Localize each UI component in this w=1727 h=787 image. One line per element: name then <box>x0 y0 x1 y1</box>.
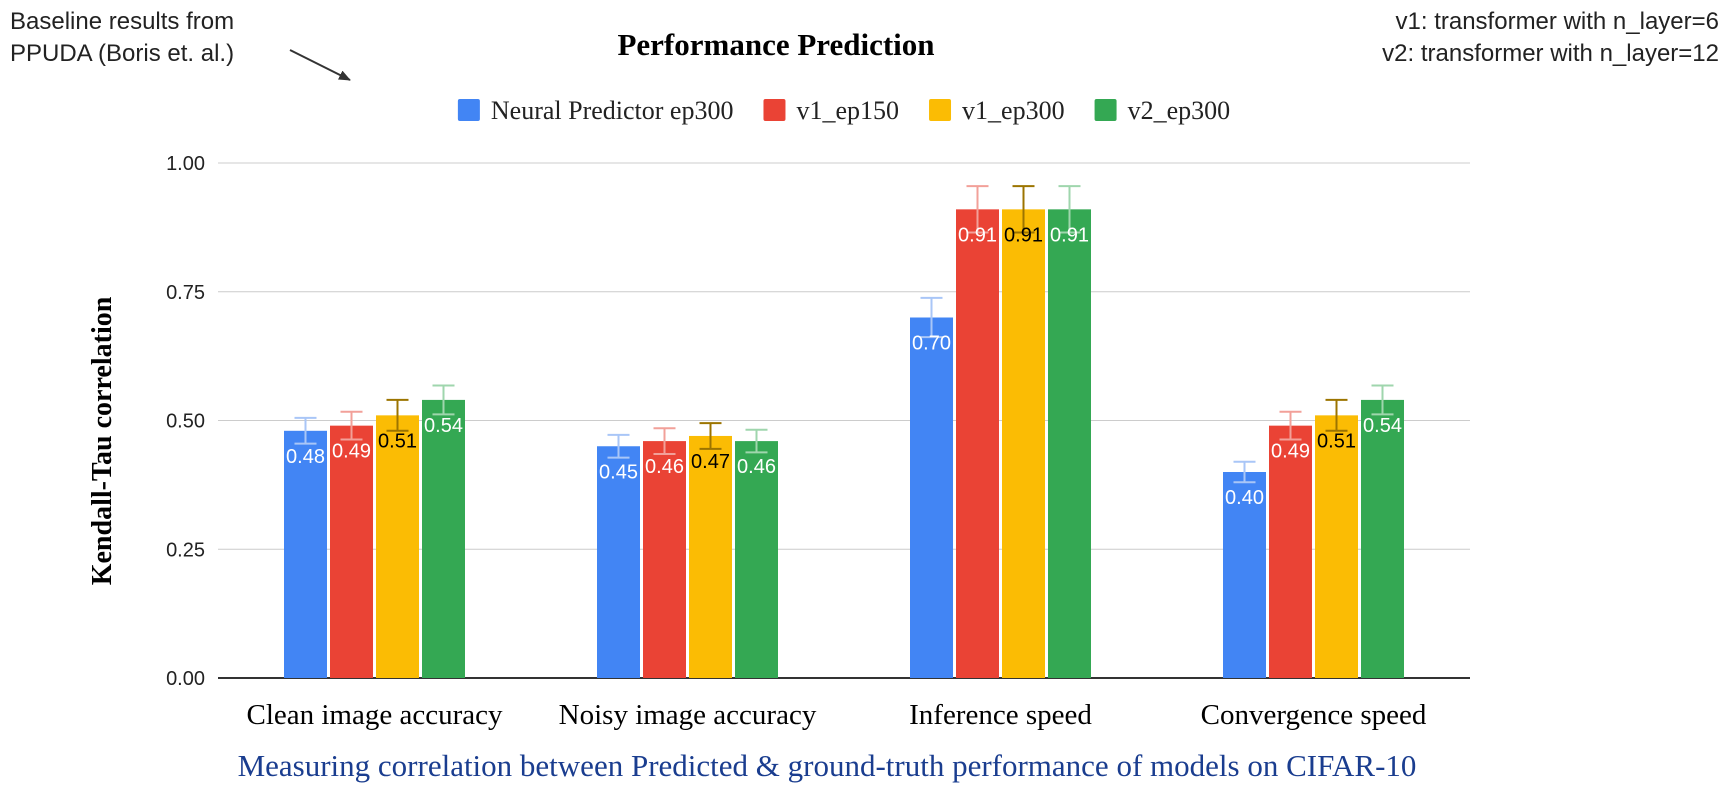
bar <box>735 441 778 678</box>
legend-swatch <box>929 99 952 121</box>
version-note-v2: v2: transformer with n_layer=12 <box>1382 40 1719 67</box>
bar <box>956 209 999 678</box>
y-tick-label: 0.00 <box>166 668 205 690</box>
bar <box>1048 209 1091 678</box>
data-label: 0.46 <box>645 456 684 478</box>
legend-swatch <box>457 99 480 121</box>
legend-label: v2_ep300 <box>1128 96 1231 125</box>
legend-label: v1_ep150 <box>796 96 899 125</box>
data-label: 0.70 <box>912 333 951 355</box>
bar <box>1269 425 1312 678</box>
bar <box>643 441 686 678</box>
legend-item: v1_ep300 <box>929 96 1065 125</box>
legend-item: v1_ep150 <box>763 96 899 125</box>
legend-swatch <box>1094 99 1117 121</box>
x-category-label: Inference speed <box>909 699 1092 731</box>
y-axis-ticks: 0.00 0.25 0.50 0.75 1.00 <box>166 153 205 690</box>
chart-title: Performance Prediction <box>617 27 934 62</box>
y-axis-label: Kendall-Tau correlation <box>87 296 118 585</box>
bar <box>1315 415 1358 678</box>
version-note-v1: v1: transformer with n_layer=6 <box>1396 8 1719 35</box>
y-tick-label: 0.75 <box>166 282 205 304</box>
x-category-label: Clean image accuracy <box>246 699 503 731</box>
data-label: 0.91 <box>1004 224 1043 246</box>
legend-swatch <box>763 99 786 121</box>
data-label: 0.91 <box>958 224 997 246</box>
bar <box>284 430 327 678</box>
bar <box>376 415 419 678</box>
data-labels: 0.48 0.49 0.51 0.54 0.45 0.46 0.47 0.46 0.70 0.91… <box>286 224 1402 509</box>
bar <box>422 399 465 678</box>
error-bars <box>294 185 1394 484</box>
data-label: 0.45 <box>599 461 638 483</box>
y-tick-label: 1.00 <box>166 153 205 175</box>
baseline-note-line-1: Baseline results from <box>10 8 234 35</box>
bar <box>1361 399 1404 678</box>
x-category-label: Convergence speed <box>1201 699 1427 731</box>
baseline-note-line-2: PPUDA (Boris et. al.) <box>10 40 234 67</box>
data-label: 0.91 <box>1050 224 1089 246</box>
bar <box>1223 472 1266 678</box>
data-label: 0.54 <box>1363 415 1402 437</box>
bar <box>1002 209 1045 678</box>
data-label: 0.48 <box>286 446 325 468</box>
bar <box>689 435 732 678</box>
legend-item: Neural Predictor ep300 <box>457 96 734 125</box>
legend-item: v2_ep300 <box>1094 96 1231 125</box>
figure-caption: Measuring correlation between Predicted … <box>238 748 1417 783</box>
bar <box>910 317 953 678</box>
bar <box>330 425 373 678</box>
data-label: 0.40 <box>1225 487 1264 509</box>
data-label: 0.47 <box>691 451 730 473</box>
legend-label: Neural Predictor ep300 <box>491 96 734 125</box>
y-tick-label: 0.50 <box>166 411 205 433</box>
data-label: 0.51 <box>378 430 417 452</box>
data-label: 0.49 <box>1271 441 1310 463</box>
bars <box>284 209 1404 678</box>
data-label: 0.51 <box>1317 430 1356 452</box>
data-label: 0.46 <box>737 456 776 478</box>
legend-label: v1_ep300 <box>962 96 1065 125</box>
x-axis-categories: Clean image accuracy Noisy image accuracy… <box>246 699 1426 731</box>
legend: Neural Predictor ep300 v1_ep150 v1_ep300 v2… <box>457 96 1231 125</box>
data-label: 0.49 <box>332 441 371 463</box>
baseline-arrow <box>289 49 351 81</box>
y-tick-label: 0.25 <box>166 539 205 561</box>
bar <box>597 446 640 678</box>
x-category-label: Noisy image accuracy <box>559 699 817 731</box>
data-label: 0.54 <box>424 415 463 437</box>
